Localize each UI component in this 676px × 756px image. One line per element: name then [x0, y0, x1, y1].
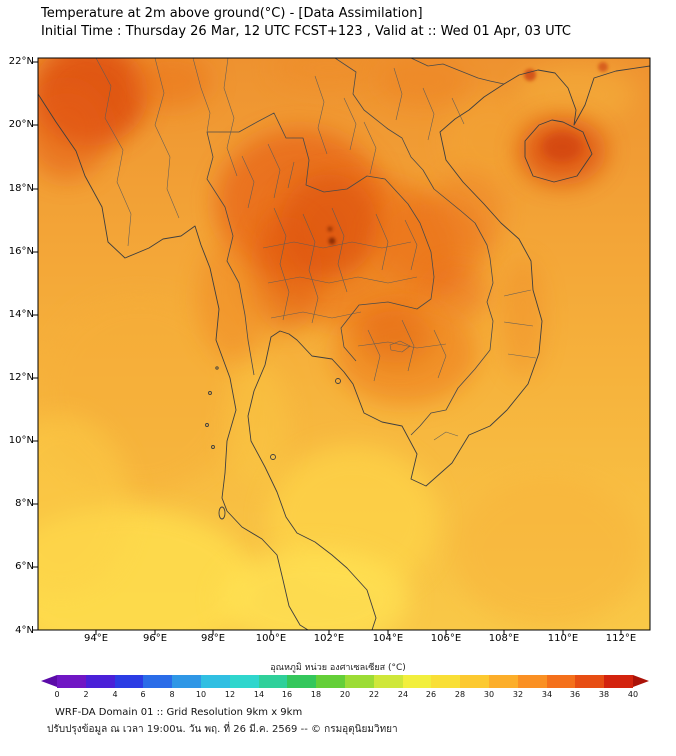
x-tick-label: 112°E [605, 633, 637, 644]
x-tick-label: 104°E [372, 633, 404, 644]
colorbar-segment [57, 675, 86, 688]
temperature-field [38, 58, 650, 630]
y-tick-label: 8°N [15, 498, 34, 509]
colorbar-tick-label: 20 [339, 690, 351, 699]
colorbar-segment [200, 675, 230, 688]
axis-ticks [33, 61, 622, 635]
page-subtitle: Initial Time : Thursday 26 Mar, 12 UTC F… [41, 24, 571, 39]
x-tick-label: 108°E [488, 633, 520, 644]
colorbar-arrow-right-icon [633, 675, 649, 687]
map-plot [33, 57, 651, 635]
colorbar-tick-label: 2 [83, 690, 89, 699]
colorbar-segment [373, 675, 403, 688]
colorbar-segment [460, 675, 489, 688]
y-tick-label: 22°N [8, 56, 34, 67]
colorbar-tick-label: 36 [569, 690, 581, 699]
y-tick-label: 6°N [15, 561, 34, 572]
colorbar-tick-label: 38 [598, 690, 610, 699]
colorbar-segment [316, 675, 345, 688]
colorbar-tick-label: 22 [368, 690, 380, 699]
colorbar-segment [85, 675, 115, 688]
province-borders [95, 58, 537, 441]
y-tick-label: 20°N [8, 119, 34, 130]
colorbar-segment [229, 675, 259, 688]
colorbar-segment [517, 675, 547, 688]
x-tick-label: 110°E [547, 633, 579, 644]
colorbar-tick-label: 26 [425, 690, 437, 699]
y-tick-label: 4°N [15, 625, 34, 636]
colorbar-segment [546, 675, 576, 688]
colorbar-segment [172, 675, 201, 688]
colorbar-tick-label: 8 [169, 690, 175, 699]
colorbar-tick-label: 12 [224, 690, 236, 699]
colorbar-segment [143, 675, 173, 688]
y-tick-label: 14°N [8, 309, 34, 320]
colorbar-tick-label: 6 [140, 690, 146, 699]
colorbar-segment [287, 675, 317, 688]
colorbar-segment [402, 675, 432, 688]
colorbar-tick-label: 18 [310, 690, 322, 699]
colorbar-tick-label: 10 [195, 690, 207, 699]
page-title: Temperature at 2m above ground(°C) - [Da… [41, 6, 423, 21]
colorbar-segment [114, 675, 144, 688]
colorbar-segment [604, 675, 633, 688]
colorbar-tick-label: 0 [54, 690, 60, 699]
x-tick-label: 96°E [142, 633, 168, 644]
y-tick-label: 16°N [8, 246, 34, 257]
colorbar-segment [431, 675, 461, 688]
country-borders [206, 58, 505, 436]
colorbar-tick-label: 30 [483, 690, 495, 699]
colorbar-tick-label: 24 [397, 690, 409, 699]
coastline [38, 65, 650, 630]
x-tick-label: 106°E [430, 633, 462, 644]
colorbar-tick-label: 16 [281, 690, 293, 699]
x-tick-label: 98°E [200, 633, 226, 644]
y-tick-label: 18°N [8, 183, 34, 194]
colorbar-tick-label: 32 [512, 690, 524, 699]
colorbar-arrow-left-icon [41, 675, 57, 687]
colorbar-tick-label: 28 [454, 690, 466, 699]
colorbar-segment [488, 675, 518, 688]
colorbar-label: อุณหภูมิ หน่วย องศาเซลเซียส (°C) [270, 663, 406, 673]
footer-model-info: WRF-DA Domain 01 :: Grid Resolution 9km … [55, 707, 303, 718]
colorbar-segments [57, 675, 633, 688]
footer-update-info: ปรับปรุงข้อมูล ณ เวลา 19:00น. วัน พฤ. ที… [47, 724, 398, 735]
colorbar-segment [575, 675, 605, 688]
y-tick-label: 10°N [8, 435, 34, 446]
x-tick-label: 100°E [255, 633, 287, 644]
x-tick-label: 94°E [83, 633, 109, 644]
colorbar-segment [344, 675, 374, 688]
colorbar-tick-label: 40 [627, 690, 639, 699]
colorbar-tick-label: 4 [112, 690, 118, 699]
y-tick-label: 12°N [8, 372, 34, 383]
colorbar-tick-label: 14 [253, 690, 265, 699]
x-tick-label: 102°E [313, 633, 345, 644]
colorbar-segment [258, 675, 288, 688]
plot-frame [37, 57, 651, 631]
colorbar-tick-label: 34 [541, 690, 553, 699]
